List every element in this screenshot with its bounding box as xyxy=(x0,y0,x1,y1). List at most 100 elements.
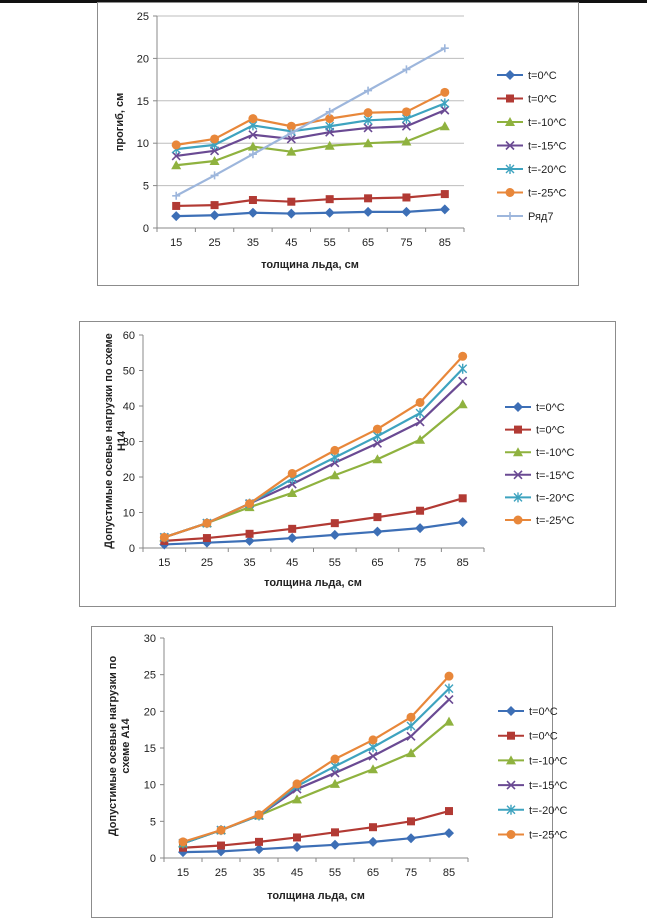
y-tick-label: 20 xyxy=(137,53,149,65)
data-point xyxy=(406,712,416,722)
data-point xyxy=(325,195,334,204)
legend-key-marker xyxy=(506,755,516,765)
y-tick-label: 15 xyxy=(137,96,149,108)
x-tick-label: 85 xyxy=(443,867,455,879)
data-point xyxy=(416,506,425,515)
legend-key-marker xyxy=(513,447,523,457)
data-point xyxy=(406,833,416,844)
chart-1: 0 5 10 15 20 25 15 25 35 45 55 65 75 85 толщина льда, … xyxy=(114,11,567,271)
legend-label: t=0^C xyxy=(536,402,565,414)
legend-key-marker xyxy=(506,94,514,103)
legend-label: t=0^C xyxy=(529,731,558,743)
legend-key-marker xyxy=(513,515,523,525)
x-tick-label: 55 xyxy=(324,237,336,249)
series-2 xyxy=(172,190,449,210)
data-point xyxy=(329,529,340,540)
data-point xyxy=(445,807,453,816)
legend-key-marker xyxy=(505,164,515,174)
series-5 xyxy=(159,363,468,543)
series-line xyxy=(176,125,446,167)
data-point xyxy=(457,517,468,528)
data-point xyxy=(171,160,182,170)
legend-label: t=-10^C xyxy=(528,117,567,129)
data-point xyxy=(172,201,181,210)
legend-key-marker xyxy=(506,780,516,790)
data-point xyxy=(286,121,296,131)
data-point xyxy=(245,499,255,509)
data-point xyxy=(247,207,258,218)
y-tick-label: 5 xyxy=(150,816,156,828)
data-point xyxy=(209,156,220,166)
data-point xyxy=(369,823,377,832)
data-point xyxy=(368,735,378,745)
series-line xyxy=(182,831,450,854)
series-line xyxy=(164,497,463,542)
chart-2: 0 10 20 30 40 50 60 15 25 35 45 55 65 75 85 толщина льд… xyxy=(103,330,575,589)
x-axis-title: толщина льда, см xyxy=(261,259,359,271)
data-point xyxy=(324,207,335,218)
x-tick-label: 15 xyxy=(158,557,170,569)
data-point xyxy=(172,191,181,200)
data-point xyxy=(415,408,425,419)
data-point xyxy=(458,494,467,503)
legend-key-marker xyxy=(505,117,515,126)
data-point xyxy=(440,98,450,109)
data-point xyxy=(364,86,373,95)
data-point xyxy=(440,105,450,115)
x-tick-label: 85 xyxy=(457,557,469,569)
data-point xyxy=(401,136,412,146)
legend-label: t=-20^C xyxy=(528,164,567,176)
y-tick-label: 10 xyxy=(137,138,149,150)
legend-label: t=-15^C xyxy=(528,141,567,153)
data-point xyxy=(216,825,226,835)
data-point xyxy=(368,751,378,761)
data-point xyxy=(245,529,254,538)
data-point xyxy=(458,363,468,374)
data-point xyxy=(373,513,382,522)
y-tick-label: 30 xyxy=(144,633,156,645)
y-tick-label: 20 xyxy=(123,472,135,484)
data-point xyxy=(292,842,302,852)
x-tick-label: 35 xyxy=(243,557,255,569)
series-line xyxy=(176,208,445,218)
data-point xyxy=(171,211,182,222)
data-point xyxy=(287,533,298,544)
legend-key-marker xyxy=(506,804,516,815)
y-tick-label: 25 xyxy=(144,670,156,682)
series-3 xyxy=(171,121,450,170)
data-point xyxy=(254,844,264,855)
data-point xyxy=(287,468,297,478)
data-point xyxy=(202,518,212,528)
data-point xyxy=(209,210,220,221)
data-point xyxy=(325,114,335,124)
legend: t=0^C t=0^C t=-10^C t=-15^C t=-20^C t=-25^C Ря… xyxy=(497,70,567,223)
legend-key-marker xyxy=(507,731,515,740)
series-7 xyxy=(172,44,449,200)
legend-key-marker xyxy=(505,140,515,151)
legend-label: t=0^C xyxy=(528,94,557,106)
data-point xyxy=(363,138,374,148)
y-axis-title-line: схеме А14 xyxy=(120,717,132,773)
legend-label: t=-10^C xyxy=(529,755,568,767)
data-point xyxy=(439,204,450,215)
legend-key-marker xyxy=(505,70,515,80)
legend: t=0^C t=0^C t=-10^C t=-15^C t=-20^C t=-25^C xyxy=(505,402,575,527)
data-point xyxy=(415,523,426,534)
y-axis-title-line: Допустимые осевые нагрузки по xyxy=(107,656,119,837)
x-axis-title: толщина льда, см xyxy=(267,890,365,902)
x-tick-label: 35 xyxy=(253,867,265,879)
x-tick-label: 65 xyxy=(371,557,383,569)
x-tick-label: 75 xyxy=(414,557,426,569)
legend-key-marker xyxy=(506,212,514,220)
data-point xyxy=(210,171,219,180)
legend-label: t=0^C xyxy=(536,425,565,437)
series-line xyxy=(182,675,450,843)
legend-label: t=-25^C xyxy=(536,515,575,527)
data-point xyxy=(406,721,416,731)
data-point xyxy=(248,130,258,140)
data-point xyxy=(401,107,411,117)
x-tick-label: 45 xyxy=(285,237,297,249)
series-line xyxy=(176,109,446,158)
page-top-rule xyxy=(0,0,647,3)
